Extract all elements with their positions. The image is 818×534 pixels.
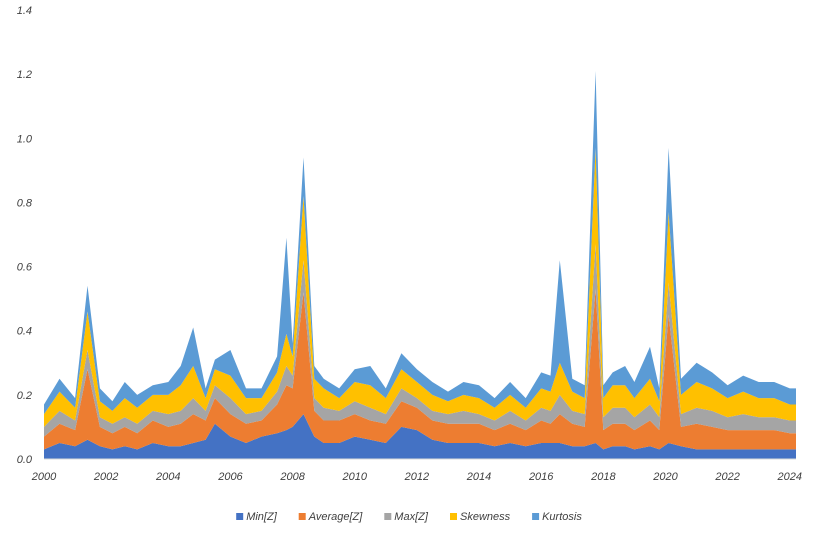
y-tick-label: 1.0 xyxy=(17,133,33,145)
y-tick-label: 0.0 xyxy=(17,454,33,466)
legend-item: Skewness xyxy=(450,511,511,523)
x-tick-label: 2010 xyxy=(342,471,368,483)
area-series-0 xyxy=(44,414,796,459)
y-tick-label: 1.4 xyxy=(17,5,32,17)
area-series-4 xyxy=(44,70,796,415)
legend-item: Min[Z] xyxy=(236,511,278,523)
legend-swatch xyxy=(450,513,457,520)
x-tick-label: 2004 xyxy=(155,471,180,483)
x-tick-label: 2002 xyxy=(93,471,118,483)
legend-swatch xyxy=(298,513,306,520)
y-tick-labels: 0.0 0.2 0.4 0.6 0.8 1.0 1.2 1.4 xyxy=(17,5,33,466)
legend-swatch xyxy=(532,513,540,520)
y-tick-label: 0.2 xyxy=(17,390,32,402)
x-tick-label: 2012 xyxy=(404,471,429,483)
x-tick-labels: 2000 2002 2004 2006 2008 2010 2012 2014 2016 2018… xyxy=(31,471,802,483)
y-tick-label: 0.8 xyxy=(17,197,33,209)
legend-label: Skewness xyxy=(460,511,511,523)
legend-label: Average[Z] xyxy=(308,511,364,523)
x-tick-label: 2018 xyxy=(590,471,616,483)
area-series-3 xyxy=(44,147,796,427)
y-tick-label: 1.2 xyxy=(17,69,32,81)
y-tick-label: 0.6 xyxy=(17,262,33,274)
area-series-1 xyxy=(44,289,796,450)
legend-label: Max[Z] xyxy=(394,511,429,523)
series-areas xyxy=(44,70,796,459)
y-tick-label: 0.4 xyxy=(17,326,32,338)
x-tick-label: 2000 xyxy=(31,471,57,483)
area-series-2 xyxy=(44,244,796,437)
x-tick-label: 2022 xyxy=(714,471,739,483)
legend-item: Average[Z] xyxy=(298,511,364,523)
legend-swatch xyxy=(236,513,244,520)
legend-label: Min[Z] xyxy=(246,511,278,523)
x-tick-label: 2006 xyxy=(217,471,243,483)
legend-label: Kurtosis xyxy=(542,511,582,523)
legend: Min[Z] Average[Z] Max[Z] Skewness Kurtosis xyxy=(236,511,582,523)
legend-item: Kurtosis xyxy=(532,511,582,523)
x-tick-label: 2020 xyxy=(652,471,678,483)
x-tick-label: 2016 xyxy=(528,471,554,483)
x-tick-label: 2024 xyxy=(777,471,802,483)
legend-item: Max[Z] xyxy=(384,511,429,523)
legend-swatch xyxy=(384,513,392,520)
x-tick-label: 2008 xyxy=(279,471,305,483)
x-tick-label: 2014 xyxy=(466,471,491,483)
